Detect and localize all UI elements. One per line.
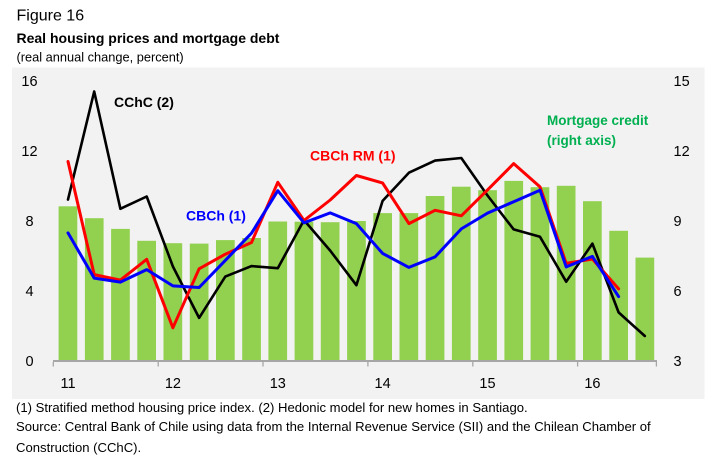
svg-text:Real housing prices and mortga: Real housing prices and mortgage debt [17, 30, 280, 46]
svg-text:Source: Central Bank of Chile: Source: Central Bank of Chile using data… [16, 419, 651, 434]
svg-text:16: 16 [21, 74, 37, 90]
svg-text:CBCh RM (1): CBCh RM (1) [310, 148, 396, 164]
svg-text:12: 12 [21, 144, 37, 160]
svg-text:12: 12 [165, 376, 181, 392]
svg-text:0: 0 [25, 354, 33, 370]
svg-text:15: 15 [674, 74, 690, 90]
svg-text:6: 6 [674, 284, 682, 300]
svg-text:13: 13 [270, 376, 286, 392]
svg-text:15: 15 [479, 376, 495, 392]
svg-text:(right axis): (right axis) [547, 133, 616, 148]
svg-text:(1) Stratified method housing: (1) Stratified method housing price inde… [16, 400, 528, 415]
svg-text:12: 12 [674, 144, 690, 160]
svg-text:CChC (2): CChC (2) [114, 94, 174, 110]
svg-text:9: 9 [674, 214, 682, 230]
svg-text:11: 11 [60, 376, 75, 392]
svg-text:4: 4 [25, 284, 33, 300]
svg-text:14: 14 [375, 376, 391, 392]
svg-text:3: 3 [674, 354, 682, 370]
svg-text:8: 8 [25, 214, 33, 230]
svg-text:CBCh (1): CBCh (1) [186, 208, 246, 224]
svg-text:Construction (CChC).: Construction (CChC). [16, 440, 141, 455]
svg-text:(real annual change, percent): (real annual change, percent) [17, 50, 184, 65]
svg-text:16: 16 [584, 376, 600, 392]
svg-text:Figure 16: Figure 16 [17, 8, 85, 25]
svg-text:Mortgage credit: Mortgage credit [547, 113, 649, 128]
